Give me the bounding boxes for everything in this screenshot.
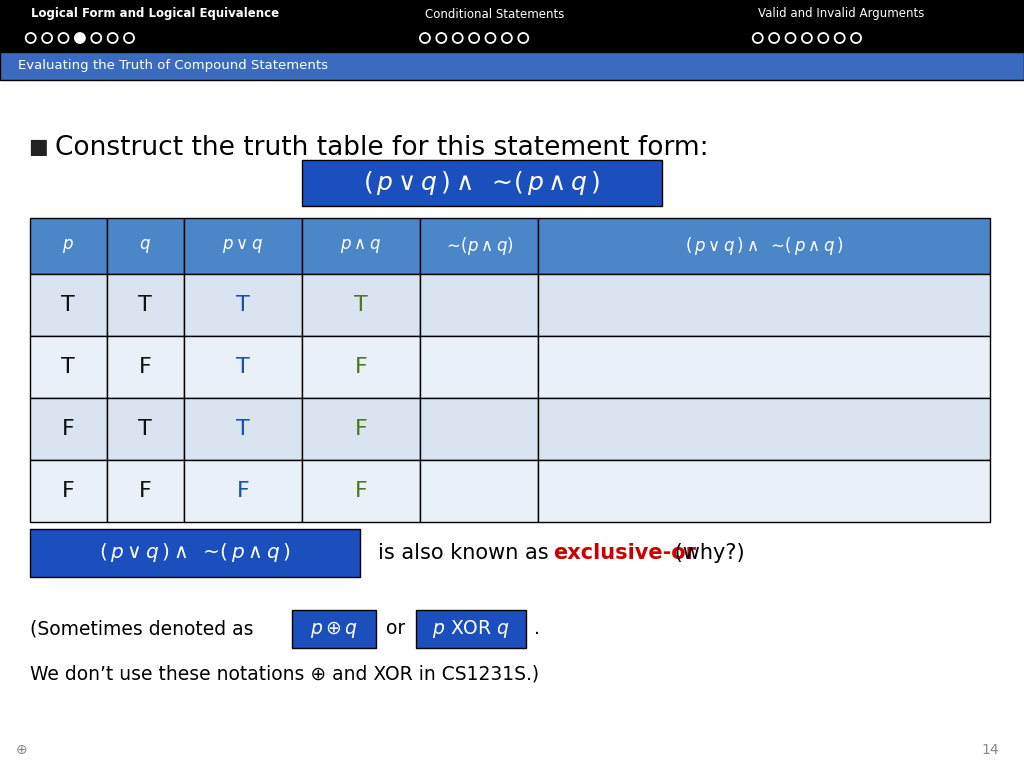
Text: F: F (61, 481, 75, 501)
Text: $\sim\!(p \wedge q)$: $\sim\!(p \wedge q)$ (443, 235, 514, 257)
Text: $p$: $p$ (62, 237, 74, 255)
Text: exclusive-or: exclusive-or (553, 543, 696, 563)
Text: $\blacksquare$: $\blacksquare$ (28, 137, 48, 158)
FancyBboxPatch shape (106, 218, 184, 274)
Text: F: F (61, 419, 75, 439)
FancyBboxPatch shape (30, 218, 106, 274)
FancyBboxPatch shape (292, 610, 376, 648)
FancyBboxPatch shape (302, 160, 662, 206)
Text: $p \vee q$: $p \vee q$ (222, 237, 263, 255)
FancyBboxPatch shape (30, 398, 106, 460)
FancyBboxPatch shape (302, 218, 420, 274)
Text: F: F (354, 357, 368, 377)
FancyBboxPatch shape (184, 274, 302, 336)
FancyBboxPatch shape (420, 218, 538, 274)
FancyBboxPatch shape (538, 218, 990, 274)
FancyBboxPatch shape (0, 52, 1024, 80)
Text: Conditional Statements: Conditional Statements (425, 8, 564, 21)
FancyBboxPatch shape (416, 610, 526, 648)
Text: $p\ \mathrm{XOR}\ q$: $p\ \mathrm{XOR}\ q$ (432, 618, 510, 640)
FancyBboxPatch shape (184, 336, 302, 398)
Text: $(\,p \vee q\,) \wedge\ \sim\!(\,p \wedge q\,)$: $(\,p \vee q\,) \wedge\ \sim\!(\,p \wedg… (685, 235, 844, 257)
Text: ⊕: ⊕ (16, 743, 28, 757)
Text: T: T (237, 419, 250, 439)
FancyBboxPatch shape (106, 460, 184, 522)
FancyBboxPatch shape (30, 336, 106, 398)
FancyBboxPatch shape (302, 460, 420, 522)
FancyBboxPatch shape (538, 398, 990, 460)
FancyBboxPatch shape (420, 336, 538, 398)
FancyBboxPatch shape (538, 460, 990, 522)
FancyBboxPatch shape (106, 398, 184, 460)
Text: Evaluating the Truth of Compound Statements: Evaluating the Truth of Compound Stateme… (18, 59, 328, 72)
Text: .: . (534, 620, 540, 638)
FancyBboxPatch shape (30, 274, 106, 336)
Text: $(\,p \vee q\,) \wedge\ \sim\!(\,p \wedge q\,)$: $(\,p \vee q\,) \wedge\ \sim\!(\,p \wedg… (99, 541, 291, 564)
FancyBboxPatch shape (30, 460, 106, 522)
Text: $q$: $q$ (139, 237, 151, 255)
Text: Valid and Invalid Arguments: Valid and Invalid Arguments (758, 8, 924, 21)
Text: Logical Form and Logical Equivalence: Logical Form and Logical Equivalence (31, 8, 279, 21)
FancyBboxPatch shape (420, 460, 538, 522)
Circle shape (75, 33, 85, 43)
Text: T: T (354, 295, 368, 315)
Text: F: F (354, 419, 368, 439)
Text: Construct the truth table for this statement form:: Construct the truth table for this state… (55, 135, 709, 161)
Text: $p \oplus q$: $p \oplus q$ (310, 618, 358, 640)
Text: 14: 14 (981, 743, 998, 757)
FancyBboxPatch shape (184, 460, 302, 522)
Text: F: F (237, 481, 250, 501)
FancyBboxPatch shape (184, 398, 302, 460)
Text: T: T (61, 357, 75, 377)
FancyBboxPatch shape (30, 529, 360, 577)
Text: T: T (138, 419, 152, 439)
FancyBboxPatch shape (302, 336, 420, 398)
Text: (why?): (why?) (668, 543, 744, 563)
FancyBboxPatch shape (420, 274, 538, 336)
Text: (Sometimes denoted as: (Sometimes denoted as (30, 620, 259, 638)
FancyBboxPatch shape (0, 0, 1024, 52)
Text: F: F (138, 481, 152, 501)
Text: $p \wedge q$: $p \wedge q$ (340, 237, 382, 255)
FancyBboxPatch shape (184, 218, 302, 274)
Text: T: T (237, 295, 250, 315)
FancyBboxPatch shape (302, 274, 420, 336)
FancyBboxPatch shape (420, 398, 538, 460)
FancyBboxPatch shape (302, 398, 420, 460)
Text: F: F (138, 357, 152, 377)
FancyBboxPatch shape (106, 274, 184, 336)
FancyBboxPatch shape (538, 336, 990, 398)
Text: or: or (386, 620, 406, 638)
Text: We don’t use these notations ⊕ and XOR in CS1231S.): We don’t use these notations ⊕ and XOR i… (30, 664, 539, 684)
Text: T: T (237, 357, 250, 377)
Text: T: T (138, 295, 152, 315)
Text: F: F (354, 481, 368, 501)
FancyBboxPatch shape (106, 336, 184, 398)
FancyBboxPatch shape (538, 274, 990, 336)
Text: is also known as: is also known as (378, 543, 555, 563)
Text: T: T (61, 295, 75, 315)
Text: $(\,p \vee q\,) \wedge\ \sim\!(\,p \wedge q\,)$: $(\,p \vee q\,) \wedge\ \sim\!(\,p \wedg… (364, 169, 601, 197)
